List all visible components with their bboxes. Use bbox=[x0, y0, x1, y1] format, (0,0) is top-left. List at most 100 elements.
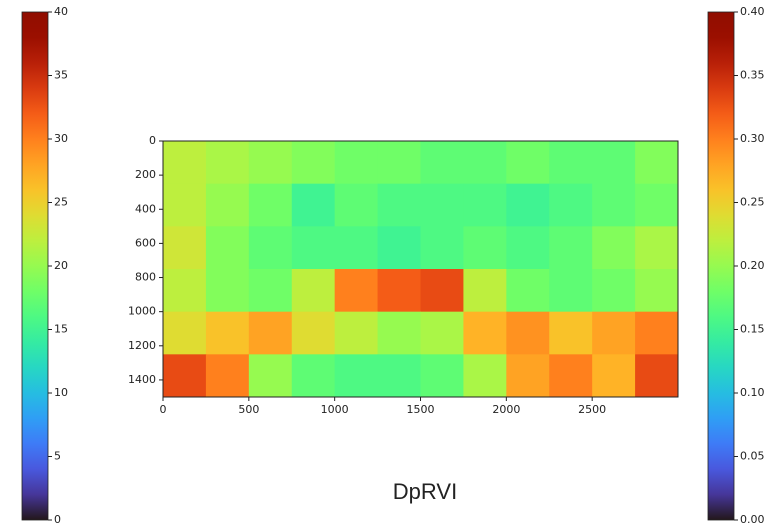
heatmap-cell bbox=[291, 311, 336, 355]
heatmap-cell bbox=[163, 141, 207, 185]
heatmap-cell bbox=[291, 269, 336, 313]
heatmap-cell bbox=[463, 269, 507, 313]
heatmap-cell bbox=[506, 269, 550, 313]
heatmap-cell bbox=[334, 269, 379, 313]
y-tick-label: 1400 bbox=[128, 373, 156, 386]
colorbar-tick-label: 0.30 bbox=[740, 132, 765, 145]
heatmap-cell bbox=[291, 354, 336, 398]
y-tick-label: 800 bbox=[135, 271, 156, 284]
heatmap-cell bbox=[291, 183, 336, 227]
heatmap-cell bbox=[163, 226, 207, 270]
heatmap-cell bbox=[549, 354, 593, 398]
heatmap-cell bbox=[420, 311, 464, 355]
heatmap-cell bbox=[463, 183, 507, 227]
colorbar bbox=[21, 11, 49, 521]
heatmap-cell bbox=[377, 354, 421, 398]
heatmap-cell bbox=[248, 226, 293, 270]
heatmap-cell bbox=[334, 354, 379, 398]
heatmap-cell bbox=[463, 226, 507, 270]
heatmap-cell bbox=[377, 311, 421, 355]
heatmap-cell bbox=[377, 141, 421, 185]
colorbar-tick-label: 0.20 bbox=[740, 259, 765, 272]
colorbar-tick-label: 25 bbox=[54, 196, 68, 209]
heatmap-cell bbox=[592, 269, 636, 313]
heatmap-cell bbox=[592, 311, 636, 355]
y-tick-label: 1200 bbox=[128, 339, 156, 352]
colorbar-tick-label: 10 bbox=[54, 386, 68, 399]
heatmap-cell bbox=[635, 269, 679, 313]
heatmap-cell bbox=[377, 226, 421, 270]
heatmap-cell bbox=[549, 183, 593, 227]
colorbar-tick-label: 30 bbox=[54, 132, 68, 145]
heatmap-cell bbox=[163, 269, 207, 313]
heatmap-cell bbox=[592, 141, 636, 185]
heatmap-cell bbox=[635, 226, 679, 270]
heatmap-cell bbox=[635, 311, 679, 355]
heatmap-cell bbox=[334, 226, 379, 270]
heatmap-cell bbox=[506, 141, 550, 185]
heatmap-cell bbox=[592, 354, 636, 398]
heatmap-cell bbox=[635, 141, 679, 185]
colorbar-tick-label: 0.35 bbox=[740, 69, 765, 82]
heatmap-cell bbox=[420, 269, 464, 313]
heatmap-cell bbox=[205, 269, 250, 313]
heatmap-cell bbox=[163, 354, 207, 398]
heatmap-cell bbox=[248, 269, 293, 313]
y-tick-label: 0 bbox=[149, 134, 156, 147]
heatmap-cell bbox=[291, 226, 336, 270]
heatmap-cell bbox=[248, 311, 293, 355]
heatmap-cell bbox=[163, 183, 207, 227]
x-tick-label: 2000 bbox=[492, 403, 520, 416]
heatmap-cell bbox=[549, 141, 593, 185]
colorbar-tick-label: 0.40 bbox=[740, 5, 765, 18]
colorbar-tick-label: 40 bbox=[54, 5, 68, 18]
heatmap-cell bbox=[205, 311, 250, 355]
colorbar-tick-label: 35 bbox=[54, 69, 68, 82]
heatmap-cell bbox=[506, 226, 550, 270]
heatmap-cell bbox=[248, 141, 293, 185]
heatmap-cell bbox=[334, 183, 379, 227]
heatmap-cell bbox=[205, 354, 250, 398]
x-tick-label: 2500 bbox=[578, 403, 606, 416]
colorbar-tick-label: 20 bbox=[54, 259, 68, 272]
heatmap-cell bbox=[549, 269, 593, 313]
heatmap-cell bbox=[248, 354, 293, 398]
colorbar-tick-label: 0.00 bbox=[740, 513, 765, 526]
heatmap-cell bbox=[205, 141, 250, 185]
y-tick-label: 400 bbox=[135, 202, 156, 215]
heatmap-cell bbox=[205, 226, 250, 270]
heatmap-cell bbox=[291, 141, 336, 185]
heatmap-cell bbox=[377, 269, 421, 313]
heatmap-cell bbox=[334, 311, 379, 355]
heatmap-cell bbox=[463, 311, 507, 355]
heatmap-cell bbox=[334, 141, 379, 185]
heatmap-cell bbox=[592, 226, 636, 270]
heatmap-cell bbox=[592, 183, 636, 227]
x-tick-label: 1000 bbox=[321, 403, 349, 416]
y-tick-label: 1000 bbox=[128, 305, 156, 318]
x-tick-label: 1500 bbox=[407, 403, 435, 416]
x-tick-label: 0 bbox=[160, 403, 167, 416]
heatmap-cell bbox=[205, 183, 250, 227]
chart-label: DpRVI bbox=[393, 479, 457, 504]
heatmap-cell bbox=[506, 311, 550, 355]
heatmap-cell bbox=[420, 141, 464, 185]
heatmap-cell bbox=[248, 183, 293, 227]
heatmap-cell bbox=[377, 183, 421, 227]
colorbar-tick-label: 15 bbox=[54, 323, 68, 336]
heatmap-cell bbox=[549, 311, 593, 355]
colorbar-tick-label: 0.10 bbox=[740, 386, 765, 399]
y-tick-label: 600 bbox=[135, 236, 156, 249]
heatmap-cell bbox=[506, 183, 550, 227]
x-tick-label: 500 bbox=[238, 403, 259, 416]
colorbar-tick-label: 0.15 bbox=[740, 323, 765, 336]
heatmap-cell bbox=[463, 354, 507, 398]
heatmap-cell bbox=[420, 183, 464, 227]
colorbar-tick-label: 0.25 bbox=[740, 196, 765, 209]
colorbar-tick-label: 5 bbox=[54, 450, 61, 463]
colorbar-tick-label: 0.05 bbox=[740, 450, 765, 463]
heatmap-cell bbox=[549, 226, 593, 270]
heatmap-cell bbox=[163, 311, 207, 355]
heatmap-cell bbox=[463, 141, 507, 185]
